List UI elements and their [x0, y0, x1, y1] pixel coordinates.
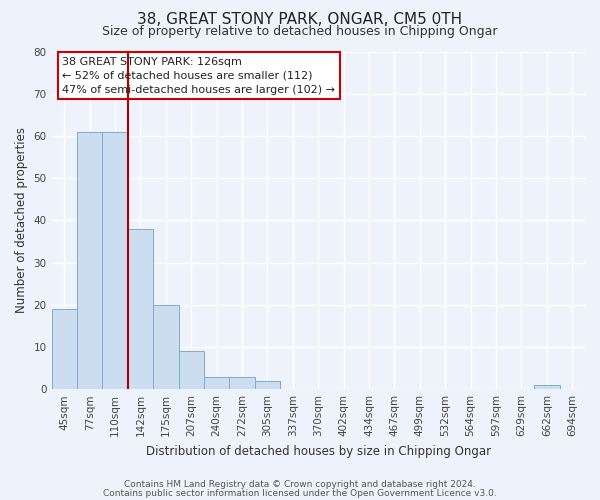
Text: Contains HM Land Registry data © Crown copyright and database right 2024.: Contains HM Land Registry data © Crown c… — [124, 480, 476, 489]
Bar — [179, 351, 204, 389]
Bar — [77, 132, 103, 389]
Bar — [204, 376, 229, 389]
Bar — [153, 305, 179, 389]
Bar — [103, 132, 128, 389]
Bar — [255, 380, 280, 389]
Text: Contains public sector information licensed under the Open Government Licence v3: Contains public sector information licen… — [103, 488, 497, 498]
Bar — [128, 229, 153, 389]
Bar — [229, 376, 255, 389]
Text: Size of property relative to detached houses in Chipping Ongar: Size of property relative to detached ho… — [102, 25, 498, 38]
Bar — [52, 309, 77, 389]
Text: 38 GREAT STONY PARK: 126sqm
← 52% of detached houses are smaller (112)
47% of se: 38 GREAT STONY PARK: 126sqm ← 52% of det… — [62, 56, 335, 94]
X-axis label: Distribution of detached houses by size in Chipping Ongar: Distribution of detached houses by size … — [146, 444, 491, 458]
Bar — [534, 385, 560, 389]
Text: 38, GREAT STONY PARK, ONGAR, CM5 0TH: 38, GREAT STONY PARK, ONGAR, CM5 0TH — [137, 12, 463, 28]
Y-axis label: Number of detached properties: Number of detached properties — [15, 128, 28, 314]
